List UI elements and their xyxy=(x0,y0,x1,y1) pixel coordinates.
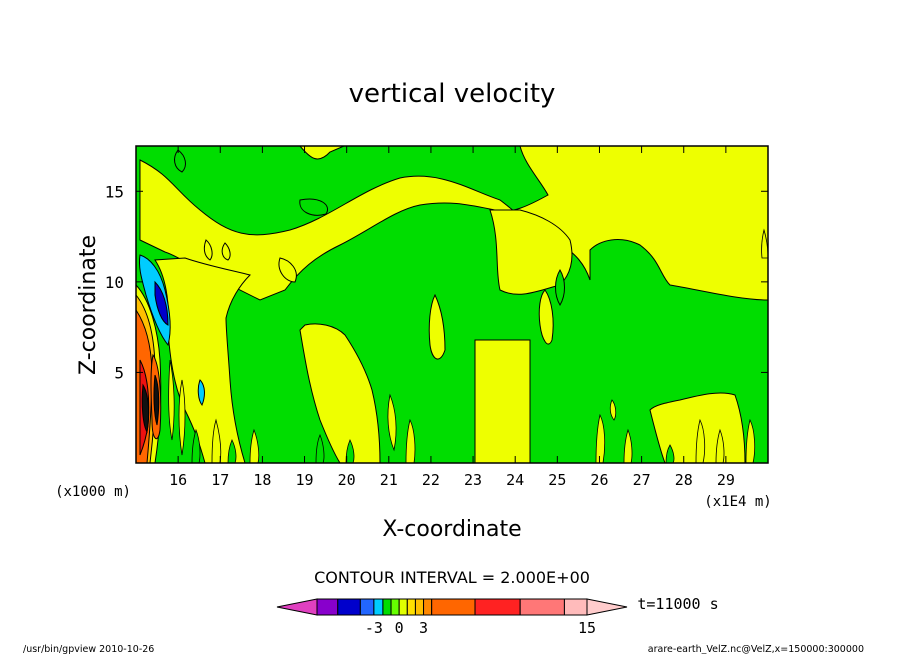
colorbar-segment xyxy=(431,598,476,616)
colorbar-segment xyxy=(359,598,375,616)
colorbar-ticks: -3 0 3 15 xyxy=(365,619,596,637)
colorbar-tick-label: -3 xyxy=(365,619,383,637)
x-unit-label: (x1E4 m) xyxy=(704,494,771,510)
surface-features xyxy=(168,228,768,463)
colorbar-segment xyxy=(390,598,400,616)
x-tick-label: 27 xyxy=(633,471,651,489)
colorbar-segment xyxy=(563,598,588,616)
footer-left: /usr/bin/gpview 2010-10-26 xyxy=(23,644,154,654)
x-tick-label: 23 xyxy=(464,471,482,489)
x-tick-label: 18 xyxy=(253,471,271,489)
updraft-core xyxy=(136,284,162,463)
colorbar-segment xyxy=(423,598,433,616)
colorbar-segment xyxy=(398,598,408,616)
green-islands xyxy=(174,149,565,306)
plot-frame xyxy=(135,145,769,464)
y-unit-label: (x1000 m) xyxy=(55,484,131,500)
colorbar-segment xyxy=(337,598,361,616)
colorbar-tick-label: 3 xyxy=(419,619,428,637)
x-tick-label: 19 xyxy=(296,471,314,489)
x-tick-label: 16 xyxy=(169,471,187,489)
y-tick-label: 15 xyxy=(105,182,124,201)
time-label: t=11000 s xyxy=(637,595,718,613)
colorbar-segment xyxy=(474,598,521,616)
x-tick-label: 28 xyxy=(675,471,693,489)
surface-green-features xyxy=(191,428,675,463)
x-tick-label: 24 xyxy=(506,471,524,489)
x-tick-label: 22 xyxy=(422,471,440,489)
x-axis-label: X-coordinate xyxy=(382,517,521,542)
x-ticks: 16 17 18 19 20 21 22 23 24 25 26 27 28 29 xyxy=(169,146,735,489)
colorbar-segment xyxy=(373,598,384,616)
x-tick-label: 26 xyxy=(590,471,608,489)
colorbar-tick-label: 0 xyxy=(395,619,404,637)
y-tick-label: 10 xyxy=(105,273,124,292)
colorbar-segment xyxy=(519,598,565,616)
colorbar-segment xyxy=(316,598,339,616)
contour-field xyxy=(136,146,768,463)
plot-area: 16 17 18 19 20 21 22 23 24 25 26 27 28 29 5 10 15 xyxy=(105,145,769,489)
y-tick-label: 5 xyxy=(114,363,124,382)
x-tick-label: 21 xyxy=(380,471,398,489)
downdraft-core xyxy=(139,254,205,406)
x-tick-label: 20 xyxy=(338,471,356,489)
x-tick-label: 29 xyxy=(717,471,735,489)
colorbar-max-arrow xyxy=(586,598,628,616)
x-tick-label: 17 xyxy=(211,471,229,489)
colorbar-min-arrow xyxy=(276,598,318,616)
x-tick-label: 25 xyxy=(548,471,566,489)
footer-right: arare-earth_VelZ.nc@VelZ,x=150000:300000 xyxy=(648,644,864,654)
colorbar-segment xyxy=(414,598,425,616)
colorbar-tick-label: 15 xyxy=(578,619,596,637)
colorbar-segment xyxy=(406,598,416,616)
y-axis-label: Z-coordinate xyxy=(76,235,101,375)
colorbar xyxy=(276,598,628,616)
contour-interval-label: CONTOUR INTERVAL = 2.000E+00 xyxy=(314,568,590,587)
colorbar-segment xyxy=(382,598,392,616)
y-ticks: 5 10 15 xyxy=(105,182,768,382)
chart-title: vertical velocity xyxy=(349,79,556,109)
